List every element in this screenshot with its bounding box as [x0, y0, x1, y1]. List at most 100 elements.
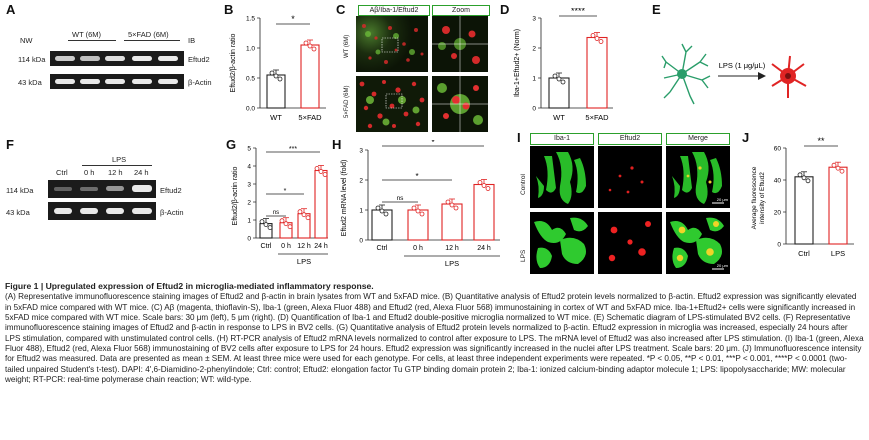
panel-g-point-2-2 — [305, 215, 311, 221]
panel-g-ytick-label-0: 0 — [247, 236, 251, 243]
panel-b-ytick-label-2: 1.0 — [246, 46, 255, 53]
panel-h-point-2-2 — [453, 205, 459, 211]
panel-j-ylabel-2: intensity of Eftud2 — [759, 172, 766, 224]
panel-d-bar-0 — [548, 77, 570, 109]
panel-i-lps-merge: 20 μm — [666, 212, 730, 274]
panel-d-point-1-2 — [598, 39, 604, 44]
panel-h-bar-1 — [407, 209, 429, 241]
panel-c-header-right: Zoom — [432, 5, 490, 16]
panel-d-point-1-1 — [594, 36, 600, 41]
panel-g-ylabel: Eftud2/β-actin ratio — [232, 166, 239, 225]
panel-b-point-1-1 — [307, 43, 313, 49]
panel-b-point-0-2 — [277, 76, 283, 82]
panel-c-wt-overview — [356, 16, 428, 72]
panel-g-xlabel-ctrl: Ctrl — [261, 243, 272, 250]
panel-i-scale-top: 20 μm — [716, 197, 728, 202]
panel-h-point-1-1 — [415, 208, 421, 214]
caption-body: (A) Representative immunofluorescence st… — [5, 292, 864, 385]
panel-h-ylabel: Eftud2 mRNA level (fold) — [341, 160, 348, 237]
panel-b-chart: Eftud2/β-actin ratio 0.0 0.5 1.0 1.5 * WT 5… — [230, 14, 326, 122]
panel-b-ytick-label-0: 0.0 — [246, 106, 255, 113]
panel-j-bar-1 — [828, 166, 848, 245]
panel-j-ytick-label-1: 20 — [774, 210, 782, 217]
panel-h-point-0-0 — [375, 205, 381, 211]
panel-h-point-3-2 — [485, 186, 491, 191]
panel-c-row-5xfad: 5×FAD (6M) — [344, 85, 350, 118]
panel-g-ytick-label-4: 4 — [247, 164, 251, 171]
panel-i-lps-iba1 — [530, 212, 594, 274]
panel-h-point-3-0 — [477, 180, 483, 185]
panel-i-col-eftud2: Eftud2 — [598, 133, 662, 145]
panel-f-kda-actin: 43 kDa — [6, 208, 30, 217]
panel-e-letter: E — [652, 2, 661, 17]
panel-d-ytick-label-1: 1 — [532, 76, 536, 83]
panel-g-point-2-0 — [297, 209, 303, 215]
panel-h-point-3-1 — [481, 183, 487, 188]
panel-j-point-0-2 — [805, 178, 811, 184]
panel-g-xlabel-0h: 0 h — [281, 243, 291, 250]
panel-g-bar-3 — [314, 169, 328, 239]
panel-e-arrow-head — [758, 72, 766, 80]
panel-h-letter: H — [332, 137, 342, 152]
panel-f-lane-12h: 12 h — [108, 168, 123, 177]
panel-e-arrow-label: LPS (1 μg/μL) — [719, 61, 766, 70]
panel-j-point-1-0 — [831, 162, 837, 168]
panel-b-ytick-label-3: 1.5 — [246, 16, 255, 23]
panel-h-xlabel-0h: 0 h — [413, 245, 423, 252]
panel-d-point-0-1 — [556, 76, 562, 82]
panel-f-lane-ctrl: Ctrl — [56, 168, 68, 177]
panel-h-lps: LPS — [445, 259, 459, 268]
panel-g-letter: G — [226, 137, 237, 152]
figure-caption: Figure 1 | Upregulated expression of Eft… — [5, 281, 865, 385]
panel-g-ytick-label-1: 1 — [247, 218, 251, 225]
panel-h-xlabel-24h: 24 h — [477, 245, 491, 252]
panel-a-letter: A — [6, 2, 16, 17]
panel-g-point-0-0 — [259, 219, 265, 224]
panel-a-label-eftud2: Eftud2 — [188, 55, 210, 64]
panel-g-sig-1: *** — [289, 146, 297, 153]
panel-h-sig-1: * — [431, 140, 434, 147]
panel-g-ytick-label-5: 5 — [247, 146, 251, 153]
panel-f-blot-eftud2 — [48, 180, 156, 198]
panel-f-letter: F — [6, 137, 14, 152]
panel-j-point-1-2 — [839, 168, 845, 174]
panel-c-wt-zoom — [432, 16, 488, 72]
panel-d-xlabel-5xfad: 5×FAD — [585, 113, 609, 122]
panel-c-letter: C — [336, 2, 346, 17]
panel-c-header-left: Aβ/Iba-1/Eftud2 — [358, 5, 430, 16]
panel-a-kda-actin: 43 kDa — [18, 78, 42, 87]
panel-g-chart: Eftud2/β-actin ratio 0 1 2 3 4 5 *** * ns Ctr… — [232, 146, 328, 266]
panel-h-ytick-label-3: 3 — [359, 148, 363, 155]
panel-i-letter: I — [517, 130, 521, 145]
panel-f-label-actin: β-Actin — [160, 208, 184, 217]
panel-f-blot-actin — [48, 202, 156, 220]
panel-d-point-0-0 — [552, 73, 558, 79]
panel-j-sig: ** — [817, 136, 825, 146]
panel-a-ib: IB — [188, 36, 196, 45]
panel-g-sig-3: ns — [273, 210, 279, 216]
panel-h-point-2-1 — [449, 202, 455, 208]
panel-j-chart: Average fluorescence intensity of Eftud2… — [751, 136, 854, 258]
panel-g-ytick-label-3: 3 — [247, 182, 251, 189]
panel-h-bar-2 — [441, 203, 463, 241]
panel-b-point-0-1 — [273, 73, 279, 79]
panel-c-5xfad-zoom — [432, 76, 488, 132]
panel-b-xlabel-wt: WT — [270, 113, 282, 122]
panel-j-letter: J — [742, 130, 750, 145]
panel-f-label-eftud2: Eftud2 — [160, 186, 182, 195]
panel-g-point-3-1 — [318, 169, 324, 174]
panel-h-sig-3: ns — [397, 195, 405, 202]
panel-d-chart: Iba-1+Eftud2+ (Norm) 0 1 2 3 **** WT 5×FAD — [514, 8, 613, 122]
panel-d-ytick-label-3: 3 — [532, 16, 536, 23]
panel-j-ytick-label-3: 60 — [774, 146, 782, 153]
panel-j-point-1-1 — [835, 165, 841, 171]
panel-j-point-0-0 — [797, 172, 803, 178]
panel-h-ytick-label-2: 2 — [359, 178, 363, 185]
panel-h-ytick-label-0: 0 — [359, 238, 363, 245]
panel-d-letter: D — [500, 2, 510, 17]
panel-i-col-iba1: Iba-1 — [530, 133, 594, 145]
panel-j-ytick-label-2: 40 — [774, 178, 782, 185]
panel-g-lps: LPS — [297, 257, 311, 266]
panel-j-ytick-label-0: 0 — [777, 242, 781, 249]
panel-d-bar-1 — [586, 36, 608, 109]
